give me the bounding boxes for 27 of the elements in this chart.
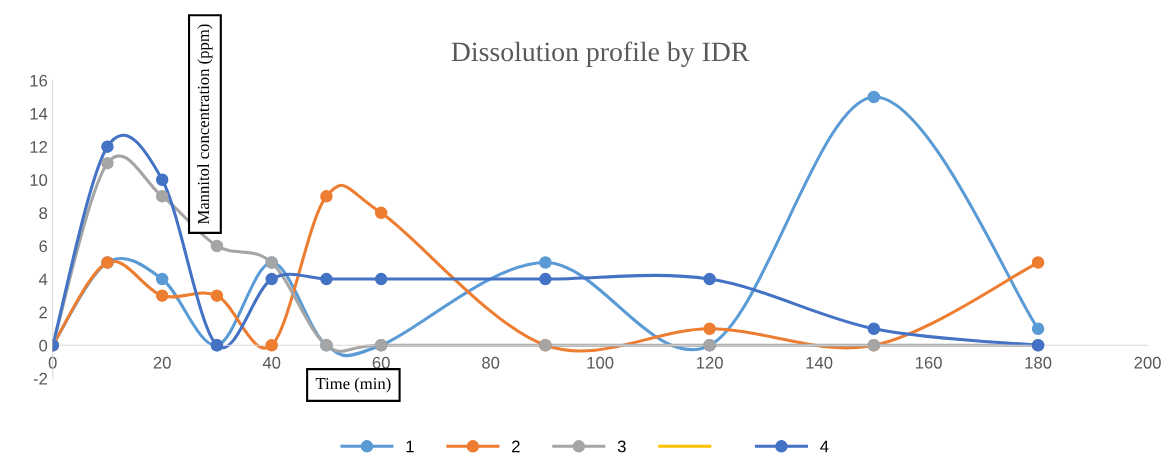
x-axis-title: Time (min) — [315, 377, 391, 393]
x-tick-label: 180 — [1025, 356, 1052, 369]
legend-label: 1 — [406, 440, 414, 453]
y-tick-label: 0 — [39, 339, 48, 352]
x-tick-label: 160 — [915, 356, 942, 369]
y-tick-label: 14 — [30, 108, 48, 120]
x-tick-label: 20 — [153, 356, 171, 369]
y-axis-title: Mannitol concentration (ppm) — [197, 24, 213, 225]
x-tick-label: 140 — [806, 356, 833, 369]
legend-label: 3 — [617, 440, 626, 453]
legend-label: 4 — [820, 440, 829, 453]
x-tick-label: 100 — [587, 356, 614, 369]
y-tick-label: 6 — [39, 240, 48, 253]
x-tick-label: 0 — [48, 356, 57, 369]
x-tick-label: 120 — [696, 356, 723, 369]
y-tick-label: 10 — [30, 174, 48, 186]
y-tick-label: 2 — [39, 306, 47, 319]
y-tick-label: 16 — [30, 74, 48, 87]
y-tick-label: -2 — [33, 372, 47, 385]
chart-title: Dissolution profile by IDR — [451, 41, 750, 67]
x-tick-label: 200 — [1134, 356, 1161, 369]
y-tick-label: 12 — [30, 141, 47, 153]
y-tick-label: 8 — [39, 207, 48, 220]
x-tick-label: 40 — [262, 356, 281, 369]
legend-label: 2 — [512, 440, 520, 453]
x-tick-label: 80 — [482, 356, 500, 369]
y-tick-label: 4 — [38, 273, 48, 286]
